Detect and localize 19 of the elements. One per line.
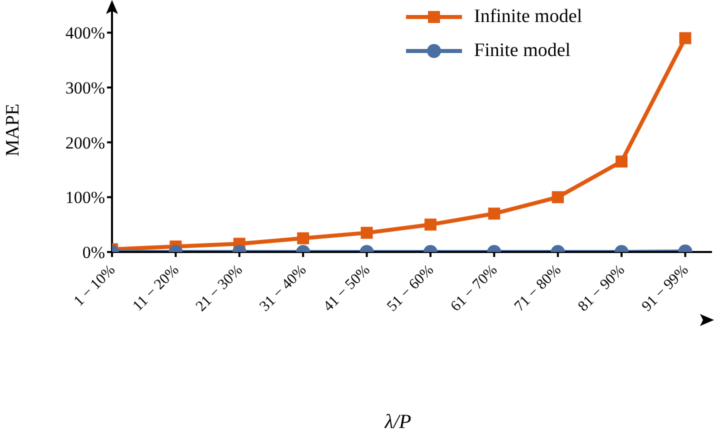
x-tick-label: 81 − 90% [575,262,628,315]
x-axis-title: λ/P [384,411,412,433]
x-tick-label: 1 − 10% [71,262,119,310]
legend-label: Finite model [474,40,571,62]
y-axis-title: MAPE [2,104,24,156]
y-tick-label: 400% [65,24,105,43]
x-tick-label: 31 − 40% [256,262,310,315]
y-tick-label: 300% [65,78,105,98]
x-tick-label: 51 − 60% [384,262,438,315]
x-tick-label: 71 − 80% [512,262,564,315]
x-tick-label: 61 − 70% [448,262,501,315]
x-tick-label: 21 − 30% [193,262,246,315]
y-tick-label: 200% [65,133,105,152]
x-tick-label: 41 − 50% [320,262,374,315]
x-tick-label: 11 − 20% [130,262,182,314]
y-tick-label: 100% [65,188,105,208]
legend-label: Infinite model [474,6,582,28]
y-tick-label: 0% [82,243,105,262]
x-tick-label: 91 − 99% [639,262,692,315]
